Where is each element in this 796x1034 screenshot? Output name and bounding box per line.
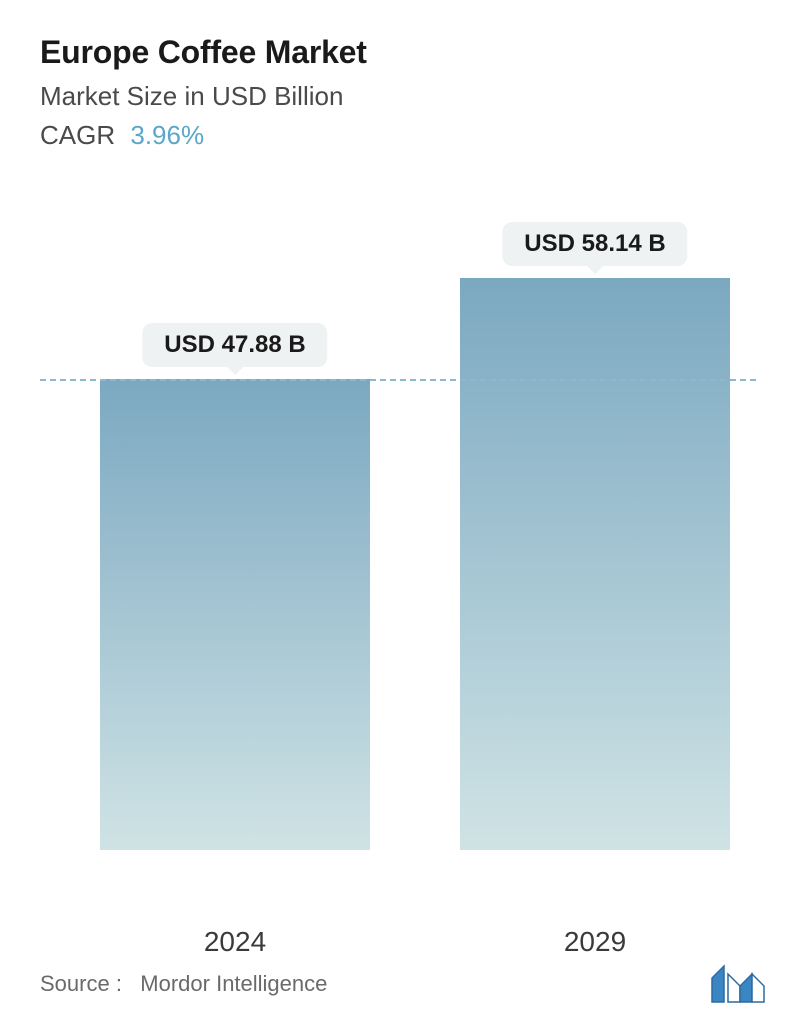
bar-fill [460, 278, 730, 850]
chart-title: Europe Coffee Market [40, 34, 756, 71]
value-pill: USD 58.14 B [502, 222, 687, 266]
chart-plot-area: USD 47.88 BUSD 58.14 B 20242029 [40, 210, 756, 910]
chart-subtitle: Market Size in USD Billion [40, 81, 756, 112]
bar-2024: USD 47.88 B [100, 379, 370, 850]
source-name: Mordor Intelligence [140, 971, 327, 996]
cagr-label: CAGR [40, 120, 115, 150]
cagr-value: 3.96% [130, 120, 204, 150]
bar-fill [100, 379, 370, 850]
mordor-logo-icon [710, 964, 766, 1004]
value-pill: USD 47.88 B [142, 323, 327, 367]
chart-footer: Source : Mordor Intelligence [40, 964, 766, 1004]
source-text: Source : Mordor Intelligence [40, 971, 327, 997]
cagr-row: CAGR 3.96% [40, 120, 756, 151]
x-label: 2024 [204, 926, 266, 958]
bar-2029: USD 58.14 B [460, 278, 730, 850]
x-label: 2029 [564, 926, 626, 958]
x-axis-labels: 2024 2029 [40, 926, 756, 966]
source-label: Source : [40, 971, 122, 996]
reference-line [40, 379, 756, 381]
bars-wrap: USD 47.88 B USD 58.14 B [40, 210, 756, 850]
chart-card: Europe Coffee Market Market Size in USD … [0, 0, 796, 1034]
